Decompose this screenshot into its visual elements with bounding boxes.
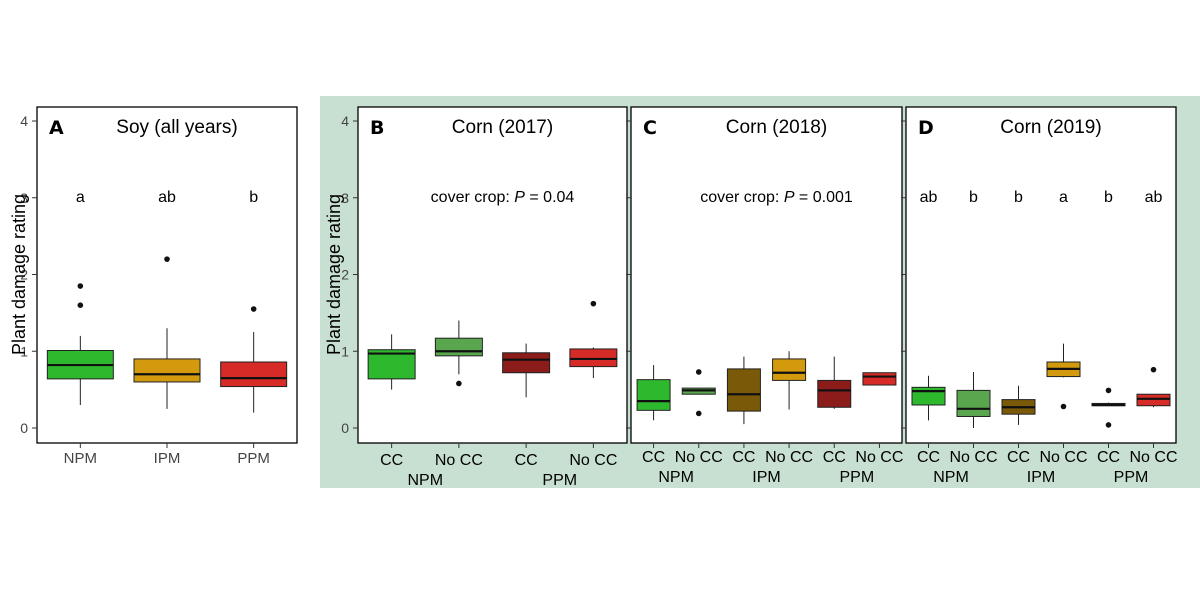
y-tick-label: 3 xyxy=(20,190,28,206)
significance-letter: b xyxy=(249,189,258,206)
box xyxy=(434,337,483,357)
x-category-label: NPM xyxy=(64,450,97,467)
x-group-label: PPM xyxy=(542,472,577,489)
significance-letter: a xyxy=(76,189,85,206)
outlier-point xyxy=(456,380,462,387)
x-group-label: NPM xyxy=(933,469,969,486)
panel-letter: A xyxy=(49,117,64,139)
x-category-label: No CC xyxy=(569,452,617,469)
x-category-label: CC xyxy=(1097,449,1120,466)
significance-letter: ab xyxy=(1145,189,1163,206)
x-category-label: CC xyxy=(642,449,665,466)
outlier-point xyxy=(1105,422,1112,428)
x-group-label: NPM xyxy=(407,472,443,489)
x-category-label: CC xyxy=(515,452,538,469)
x-category-label: No CC xyxy=(949,449,997,466)
x-group-label: IPM xyxy=(1027,469,1055,486)
x-group-label: NPM xyxy=(658,469,694,486)
panel-title: Corn (2017) xyxy=(452,117,553,138)
x-category-label: No CC xyxy=(1129,449,1177,466)
panel-frame xyxy=(357,106,628,444)
x-category-label: CC xyxy=(732,449,755,466)
x-category-label: CC xyxy=(380,452,403,469)
box xyxy=(1136,393,1171,407)
box xyxy=(726,368,761,412)
panel-title: Corn (2019) xyxy=(1000,117,1101,138)
outlier-point xyxy=(695,410,702,417)
outlier-point xyxy=(250,306,257,312)
y-tick-label: 4 xyxy=(20,113,28,129)
significance-letter: ab xyxy=(158,189,176,206)
panel-letter: C xyxy=(643,117,657,139)
y-tick-label: 1 xyxy=(20,343,28,359)
panel-b: 0 1 2 3 4 Plant damage rating B Corn (2017) cove… xyxy=(324,106,628,489)
x-category-label: No CC xyxy=(435,452,483,469)
panel-frame xyxy=(630,106,903,444)
outlier-point xyxy=(164,256,170,262)
panel-c: C Corn (2018) cover crop: P = 0.001 CC No CC… xyxy=(626,106,903,486)
cover-crop-annotation: cover crop: P = 0.04 xyxy=(431,189,575,206)
box xyxy=(772,358,807,381)
y-tick-label: 3 xyxy=(341,190,349,206)
y-tick-label: 4 xyxy=(341,113,349,129)
panel-letter: B xyxy=(370,117,384,139)
significance-letter: a xyxy=(1059,189,1068,206)
outlier-point xyxy=(695,369,702,375)
y-tick-label: 0 xyxy=(341,420,349,436)
x-category-label: IPM xyxy=(154,450,181,467)
y-tick-label: 2 xyxy=(20,267,28,283)
x-category-label: PPM xyxy=(237,450,270,467)
significance-letter: b xyxy=(969,189,978,206)
y-axis-label: Plant damage rating xyxy=(9,194,29,355)
box xyxy=(569,348,618,368)
cover-crop-annotation: cover crop: P = 0.001 xyxy=(700,189,853,206)
x-group-label: IPM xyxy=(752,469,780,486)
x-group-label: PPM xyxy=(1114,469,1149,486)
box xyxy=(133,358,201,383)
panel-d: D Corn (2019) CC ab No CC b CC b No CC a CC b No CC a… xyxy=(901,106,1178,486)
box xyxy=(956,389,991,417)
outlier-point xyxy=(590,300,597,307)
y-tick-label: 0 xyxy=(20,420,28,436)
panel-title: Soy (all years) xyxy=(116,117,237,138)
box xyxy=(911,386,946,406)
significance-letter: ab xyxy=(920,189,938,206)
panel-a: 0 1 2 3 4 Plant damage rating A Soy (all years)… xyxy=(9,106,298,467)
x-category-label: No CC xyxy=(765,449,813,466)
x-category-label: No CC xyxy=(675,449,723,466)
x-category-label: CC xyxy=(1007,449,1030,466)
y-axis-label: Plant damage rating xyxy=(324,194,344,355)
y-tick-label: 1 xyxy=(341,343,349,359)
box xyxy=(636,379,671,411)
x-group-label: PPM xyxy=(839,469,874,486)
panel-letter: D xyxy=(918,117,934,139)
panel-title: Corn (2018) xyxy=(726,117,827,138)
box xyxy=(817,379,852,408)
significance-letter: b xyxy=(1014,189,1023,206)
outlier-point xyxy=(1150,366,1157,373)
panel-frame xyxy=(905,106,1177,444)
x-category-label: No CC xyxy=(855,449,903,466)
y-tick-label: 2 xyxy=(341,267,349,283)
outlier-point xyxy=(77,302,84,309)
outlier-point xyxy=(1105,387,1112,394)
x-category-label: No CC xyxy=(1039,449,1087,466)
box xyxy=(862,372,897,386)
outlier-point xyxy=(1060,403,1067,410)
significance-letter: b xyxy=(1104,189,1113,206)
box xyxy=(502,352,551,374)
x-category-label: CC xyxy=(917,449,940,466)
box xyxy=(220,361,288,388)
outlier-point xyxy=(77,283,84,289)
x-category-label: CC xyxy=(823,449,846,466)
